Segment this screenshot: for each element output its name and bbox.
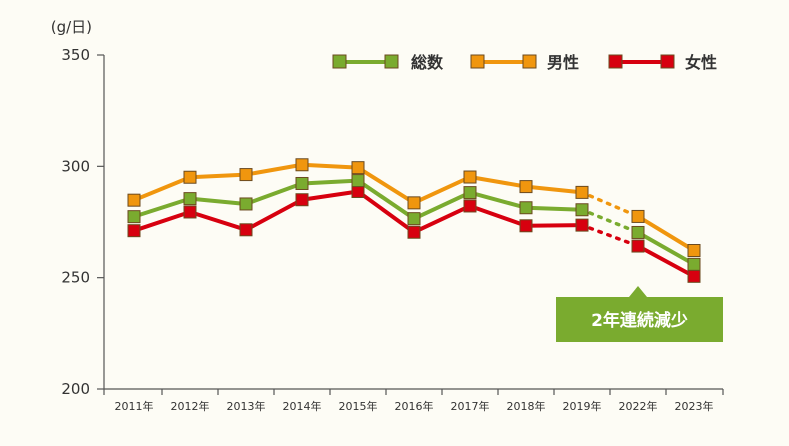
x-tick-label: 2019年	[563, 399, 602, 413]
data-point-女性	[127, 224, 141, 238]
data-point-総数	[127, 210, 141, 224]
data-point-女性	[463, 199, 477, 213]
y-tick-label: 250	[61, 269, 90, 287]
unit-label: (g/日)	[51, 18, 92, 36]
y-tick-label: 200	[61, 380, 90, 398]
data-point-総数	[295, 176, 309, 190]
data-point-男性	[519, 180, 533, 194]
legend-marker	[608, 54, 623, 69]
x-tick-label: 2022年	[619, 399, 658, 413]
data-point-男性	[183, 170, 197, 184]
legend-marker	[332, 54, 347, 69]
data-point-男性	[127, 193, 141, 207]
data-point-男性	[575, 185, 589, 199]
data-point-女性	[631, 239, 645, 253]
callout-box	[556, 286, 723, 342]
x-tick-label: 2015年	[339, 399, 378, 413]
data-point-総数	[463, 186, 477, 200]
x-tick-label: 2012年	[171, 399, 210, 413]
data-point-総数	[631, 225, 645, 239]
y-tick-label: 300	[61, 157, 90, 175]
series-gap-dotted	[588, 194, 632, 215]
data-point-男性	[239, 168, 253, 182]
data-point-男性	[407, 196, 421, 210]
data-point-男性	[463, 170, 477, 184]
data-point-総数	[519, 201, 533, 215]
legend-marker	[470, 54, 485, 69]
x-tick-label: 2023年	[675, 399, 714, 413]
axes	[97, 54, 724, 395]
data-point-女性	[239, 223, 253, 237]
legend-label-女性: 女性	[685, 53, 717, 72]
series-line-男性	[636, 214, 696, 253]
data-point-女性	[407, 225, 421, 239]
data-point-女性	[519, 219, 533, 233]
tick-labels: 350 300 250 200 (g/日) 2011年 2012年 2013年 2014年 201…	[51, 18, 714, 413]
x-tick-label: 2014年	[283, 399, 322, 413]
x-tick-label: 2016年	[395, 399, 434, 413]
legend-label-総数: 総数	[411, 53, 444, 72]
series-markers	[127, 158, 701, 283]
x-tick-label: 2017年	[451, 399, 490, 413]
x-tick-label: 2013年	[227, 399, 266, 413]
series-gap-dotted	[588, 211, 632, 231]
legend-label-男性: 男性	[547, 53, 579, 72]
data-point-女性	[575, 218, 589, 232]
data-point-総数	[687, 257, 701, 271]
series-line-女性	[637, 244, 695, 279]
data-point-女性	[295, 193, 309, 207]
data-point-男性	[351, 161, 365, 175]
data-point-男性	[631, 209, 645, 223]
legend-marker	[384, 54, 399, 69]
series-line-総数	[637, 230, 695, 267]
data-point-総数	[407, 212, 421, 226]
data-point-総数	[239, 197, 253, 211]
data-point-総数	[351, 174, 365, 188]
data-point-総数	[183, 192, 197, 206]
data-point-男性	[687, 244, 701, 258]
callout-text: 2年連続減少	[591, 310, 688, 331]
data-point-総数	[575, 203, 589, 217]
x-tick-label: 2011年	[115, 399, 154, 413]
data-point-女性	[687, 269, 701, 283]
data-point-女性	[183, 205, 197, 219]
series-gap-dotted	[588, 226, 632, 245]
annotation-callout: 2年連続減少	[556, 286, 723, 342]
x-tick-label: 2018年	[507, 399, 546, 413]
y-tick-label: 350	[61, 46, 90, 64]
legend-marker	[660, 54, 675, 69]
legend-marker	[522, 54, 537, 69]
legend: 総数 男性 女性	[332, 53, 717, 72]
data-point-男性	[295, 158, 309, 172]
data-point-女性	[351, 184, 365, 198]
